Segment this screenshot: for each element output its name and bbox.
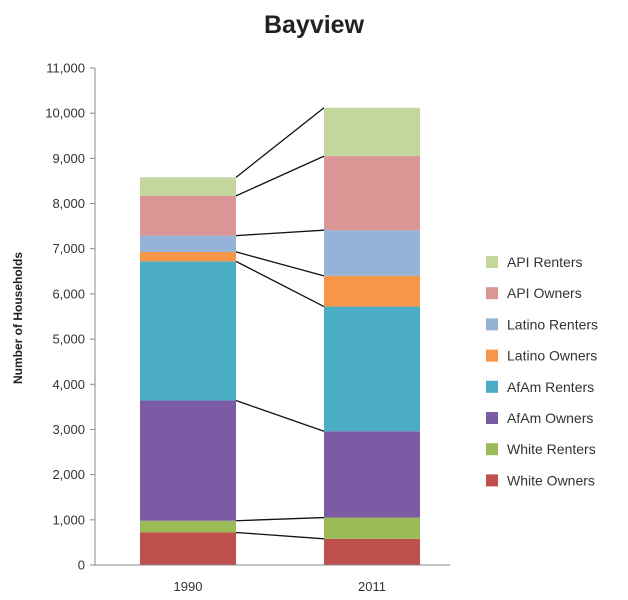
y-tick-label: 10,000 [45,106,85,121]
y-tick-label: 8,000 [52,196,85,211]
legend-label: API Owners [507,285,582,301]
y-axis: 0 1,000 2,000 3,000 4,000 5,000 6,000 7,000 8,00… [45,61,450,573]
bar-segment [324,156,420,231]
legend-label: White Owners [507,472,595,488]
legend: API Renters API Owners Latino Renters Latin… [486,254,598,488]
connector-line [235,251,325,277]
legend-swatch [486,443,498,456]
y-tick-label: 3,000 [52,422,85,437]
y-tick-label: 1,000 [52,512,85,527]
x-tick-label: 1990 [174,579,203,594]
legend-swatch [486,412,498,424]
y-axis-label: Number of Households [11,252,25,384]
bar-segment [140,177,236,196]
legend-label: AfAm Renters [507,379,594,395]
connector-line [235,155,325,197]
connector-line [235,399,325,432]
bar-segment [324,230,420,276]
legend-swatch [486,318,498,331]
y-tick-label: 7,000 [52,241,85,256]
y-tick-label: 5,000 [52,332,85,347]
connector-line [235,107,325,178]
bar-segment [324,107,420,157]
legend-label: AfAm Owners [507,410,593,426]
y-tick-label: 4,000 [52,377,85,392]
y-tick-label: 0 [78,558,85,573]
bar-segment [140,251,236,262]
legend-label: Latino Owners [507,348,597,364]
y-tick-label: 6,000 [52,286,85,301]
x-axis-ticks: 1990 2011 [174,579,386,594]
x-tick-label: 2011 [358,579,386,594]
legend-label: White Renters [507,441,596,457]
bar-segment [140,532,236,565]
bar-segment [324,517,420,539]
connector-line [235,516,325,522]
legend-label: Latino Renters [507,316,598,332]
bar-segment [140,400,236,521]
legend-swatch [486,380,498,393]
bar-segment [324,538,420,565]
bar-segment [140,520,236,533]
bar-segment [324,431,420,518]
connector-line [235,229,325,237]
connector-lines [235,107,325,540]
legend-swatch [486,287,498,300]
connector-line [235,531,325,540]
y-tick-label: 11,000 [46,61,85,76]
bar-segment [324,306,420,432]
connector-line [235,260,325,308]
y-tick-label: 9,000 [52,151,85,166]
chart-title: Bayview [264,11,365,39]
bar-segment [140,261,236,401]
bar-segment [140,235,236,252]
bars [140,107,420,565]
bar-segment [324,275,420,307]
legend-label: API Renters [507,254,582,270]
y-tick-label: 2,000 [52,467,85,482]
legend-swatch [486,349,498,362]
legend-swatch [486,256,498,268]
legend-swatch [486,474,498,487]
bar-segment [140,195,236,236]
